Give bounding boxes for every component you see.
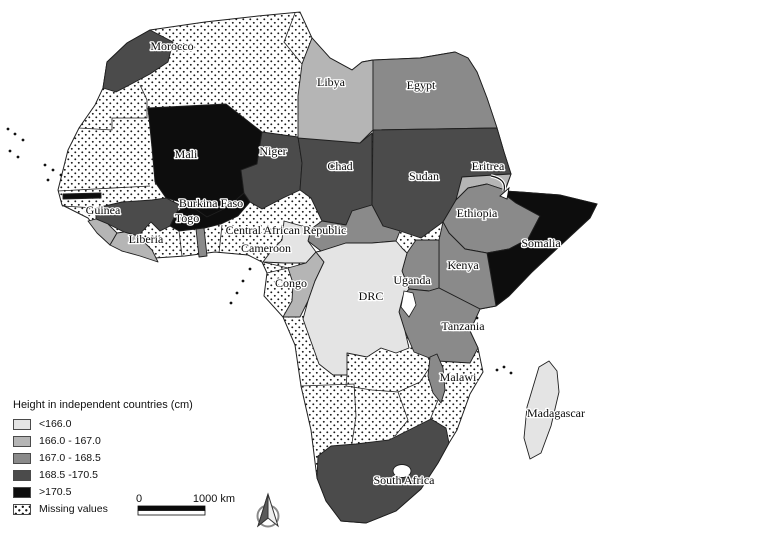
legend-row: >170.5 bbox=[13, 484, 193, 500]
label-egypt: Egypt bbox=[407, 78, 436, 92]
legend: Height in independent countries (cm) <16… bbox=[13, 399, 193, 518]
label-sudan: Sudan bbox=[409, 169, 439, 183]
border-line bbox=[351, 383, 357, 444]
island-speck bbox=[475, 316, 479, 320]
legend-swatch-c4 bbox=[13, 486, 31, 498]
border-line bbox=[283, 12, 303, 65]
label-libya: Libya bbox=[317, 75, 346, 89]
legend-label: Missing values bbox=[39, 503, 108, 515]
legend-swatch-c1 bbox=[13, 435, 31, 447]
country-madagascar bbox=[523, 360, 560, 460]
island-speck bbox=[229, 301, 233, 305]
legend-label: 167.0 - 168.5 bbox=[39, 452, 101, 464]
country-malawi bbox=[427, 353, 446, 404]
legend-swatch-c2 bbox=[13, 452, 31, 464]
label-liberia: Liberia bbox=[129, 232, 164, 246]
lake bbox=[400, 290, 417, 318]
legend-label: 168.5 -170.5 bbox=[39, 469, 98, 481]
label-cameroon: Cameroon bbox=[241, 241, 291, 255]
border-line bbox=[262, 261, 289, 269]
island-speck bbox=[502, 365, 506, 369]
small-islands bbox=[6, 127, 513, 375]
island-speck bbox=[59, 173, 63, 177]
scale-bar: 0 1000 km bbox=[136, 493, 235, 516]
label-chad: Chad bbox=[327, 159, 352, 173]
border-line bbox=[218, 224, 223, 254]
label-tanzania: Tanzania bbox=[441, 319, 485, 333]
label-guinea: Guinea bbox=[86, 203, 121, 217]
label-car: Central African Republic bbox=[226, 223, 347, 237]
island-speck bbox=[241, 279, 245, 283]
legend-row: 168.5 -170.5 bbox=[13, 467, 193, 483]
label-niger: Niger bbox=[259, 144, 286, 158]
label-somalia: Somalia bbox=[521, 236, 561, 250]
label-mali: Mali bbox=[175, 147, 198, 161]
country-drc bbox=[302, 240, 410, 376]
label-south_africa: South Africa bbox=[374, 473, 436, 487]
choropleth-countries bbox=[62, 29, 598, 524]
country-burkina_faso bbox=[169, 192, 251, 232]
north-arrow bbox=[256, 492, 280, 528]
island-speck bbox=[16, 155, 20, 159]
legend-swatch-missing bbox=[13, 503, 31, 515]
legend-title: Height in independent countries (cm) bbox=[13, 399, 193, 411]
label-drc: DRC bbox=[359, 289, 384, 303]
island-speck bbox=[6, 127, 10, 131]
island-speck bbox=[8, 149, 12, 153]
legend-swatch-c3 bbox=[13, 469, 31, 481]
scale-end-label: 1000 km bbox=[193, 493, 235, 505]
legend-row: 166.0 - 167.0 bbox=[13, 433, 193, 449]
label-togo: Togo bbox=[175, 211, 200, 225]
island-speck bbox=[21, 138, 25, 142]
country-south_africa bbox=[316, 418, 450, 524]
legend-label: 166.0 - 167.0 bbox=[39, 435, 101, 447]
border-line bbox=[394, 391, 409, 437]
scale-start-label: 0 bbox=[136, 493, 142, 505]
country-gambia bbox=[62, 192, 102, 200]
label-madagascar: Madagascar bbox=[527, 406, 585, 420]
label-malawi: Malawi bbox=[440, 370, 477, 384]
island-speck bbox=[509, 371, 513, 375]
country-togo bbox=[195, 227, 208, 258]
legend-label: <166.0 bbox=[39, 418, 72, 430]
island-speck bbox=[13, 132, 17, 136]
border-line bbox=[266, 267, 289, 274]
legend-row: <166.0 bbox=[13, 416, 193, 432]
country-liberia bbox=[109, 231, 159, 263]
label-ethiopia: Ethiopia bbox=[457, 206, 498, 220]
lesotho-enclave bbox=[392, 464, 412, 478]
legend-row: 167.0 - 168.5 bbox=[13, 450, 193, 466]
country-labels: Morocco Mali Guinea Liberia Burkina FasoTogo… bbox=[84, 38, 586, 489]
legend-row: Missing values bbox=[13, 501, 193, 517]
border-line bbox=[178, 230, 183, 257]
label-congo: Congo bbox=[275, 276, 307, 290]
legend-items: <166.0 166.0 - 167.0 167.0 - 168.5 168.5 -1… bbox=[13, 416, 193, 517]
legend-label: >170.5 bbox=[39, 486, 72, 498]
island-speck bbox=[478, 326, 482, 330]
border-line bbox=[78, 84, 148, 131]
border-line bbox=[57, 185, 151, 192]
label-burkina_faso: Burkina Faso bbox=[179, 196, 243, 210]
island-speck bbox=[248, 267, 252, 271]
label-kenya: Kenya bbox=[447, 258, 479, 272]
island-speck bbox=[46, 178, 50, 182]
border-line bbox=[300, 383, 355, 387]
eritrea-leader-arrow bbox=[490, 174, 510, 200]
country-morocco bbox=[102, 29, 174, 93]
island-speck bbox=[43, 163, 47, 167]
legend-swatch-c0 bbox=[13, 418, 31, 430]
island-speck bbox=[235, 291, 239, 295]
island-speck bbox=[51, 168, 55, 172]
border-line bbox=[61, 205, 97, 209]
label-eritrea: Eritrea bbox=[472, 159, 505, 173]
country-guinea bbox=[95, 197, 181, 237]
label-morocco: Morocco bbox=[150, 39, 193, 53]
lakes bbox=[392, 290, 417, 478]
country-libya bbox=[297, 37, 374, 144]
label-uganda: Uganda bbox=[393, 273, 431, 287]
island-speck bbox=[495, 368, 499, 372]
